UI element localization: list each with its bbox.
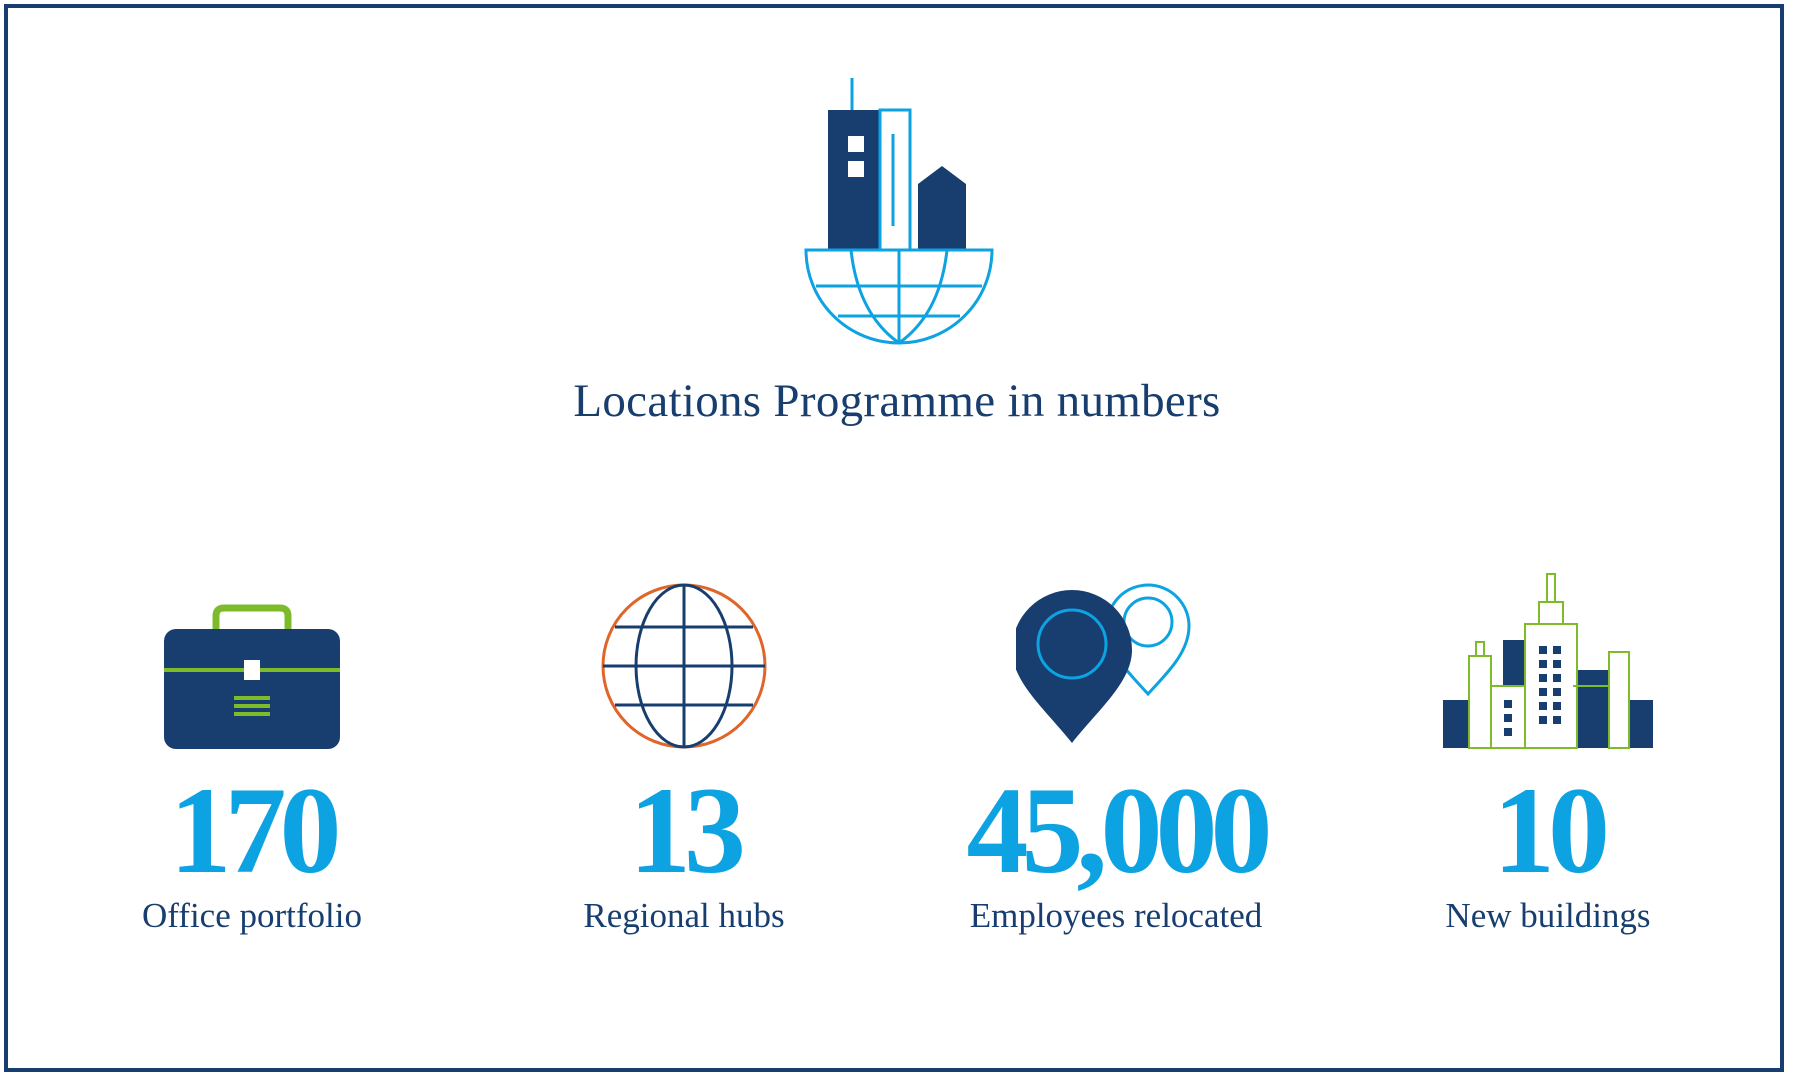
- stat-new-buildings: 10 New buildings: [1348, 560, 1748, 936]
- stat-employees-relocated: 45,000 Employees relocated: [916, 560, 1316, 936]
- city-globe-icon: [804, 78, 994, 345]
- stat-office-portfolio: 170 Office portfolio: [52, 560, 452, 936]
- page-frame: [4, 4, 1784, 1072]
- stat-value: 10: [1493, 762, 1610, 899]
- location-pins-icon: [1016, 583, 1191, 743]
- buildings-icon: [1443, 573, 1653, 749]
- stat-value: 45,000: [966, 762, 1273, 899]
- stat-label: Employees relocated: [969, 896, 1263, 935]
- stat-label: Regional hubs: [583, 896, 785, 935]
- stat-regional-hubs: 13 Regional hubs: [484, 560, 884, 936]
- globe-icon: [601, 583, 767, 749]
- stat-label: Office portfolio: [142, 896, 362, 935]
- stat-label: New buildings: [1445, 896, 1651, 935]
- stat-value: 170: [169, 762, 342, 899]
- briefcase-icon: [164, 604, 340, 749]
- stat-value: 13: [629, 762, 746, 899]
- page-title: Locations Programme in numbers: [573, 375, 1221, 427]
